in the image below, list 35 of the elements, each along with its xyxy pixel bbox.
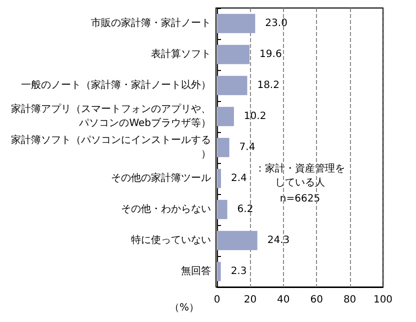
y-tick-label: その他・わからない — [121, 203, 211, 215]
data-label: 23.0 — [265, 18, 288, 29]
data-label: 19.6 — [260, 49, 282, 60]
bar — [217, 168, 221, 188]
y-tick-label: 特に使っていない — [131, 234, 211, 246]
y-tick-label: 一般のノート（家計簿・家計ノート以外） — [21, 79, 211, 91]
data-label: 24.3 — [267, 235, 290, 246]
x-axis-title: （%） — [169, 302, 199, 314]
data-label: 2.3 — [230, 266, 247, 277]
bar — [217, 200, 228, 220]
bar — [217, 76, 248, 96]
y-tick-label: 家計簿ソフト（パソコンにインストールする） — [11, 134, 211, 160]
bar — [217, 262, 221, 282]
x-tick-label: 100 — [373, 294, 393, 306]
y-tick-label: 無回答 — [181, 265, 211, 277]
bar — [217, 44, 250, 64]
bar — [217, 138, 230, 158]
y-tick-label: その他の家計簿ツール — [111, 172, 211, 184]
bar — [217, 14, 256, 34]
bar — [217, 106, 234, 126]
data-label: 18.2 — [257, 80, 280, 91]
x-tick-label: 20 — [244, 294, 257, 306]
data-label: 2.4 — [230, 173, 247, 184]
x-tick-label: 0 — [214, 294, 220, 306]
y-tick-label: 表計算ソフト — [151, 48, 211, 60]
x-tick-label: 40 — [277, 294, 290, 306]
data-label: 10.2 — [244, 111, 266, 122]
x-tick-label: 80 — [343, 294, 356, 306]
annotation: n=6625 — [280, 194, 320, 204]
y-tick-label: 家計簿アプリ（スマートフォンのアプリや、パソコンのWebブラウザ等） — [11, 103, 211, 129]
bar — [217, 230, 258, 250]
data-label: 6.2 — [237, 204, 254, 215]
y-tick-label: 市販の家計簿・家計ノート — [91, 17, 211, 29]
x-tick-label: 60 — [310, 294, 323, 306]
data-label: 7.4 — [239, 142, 256, 153]
